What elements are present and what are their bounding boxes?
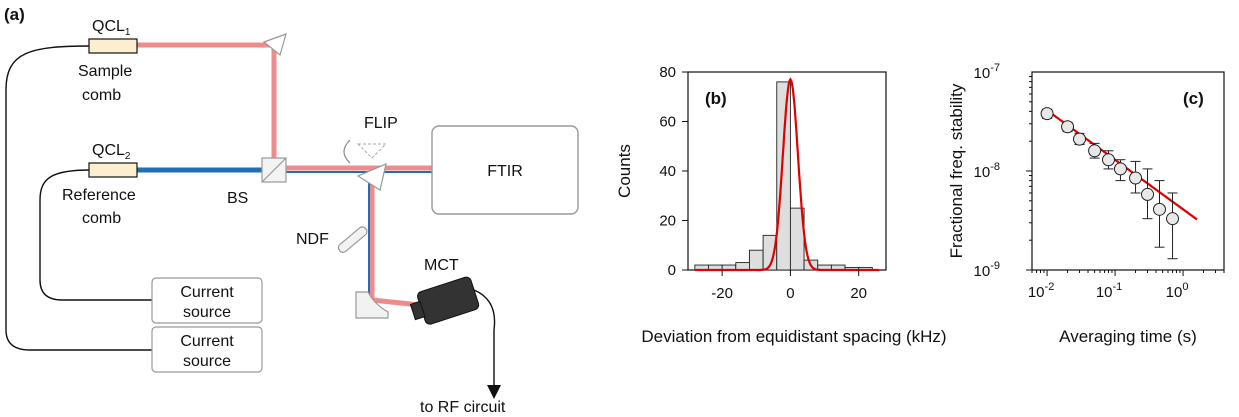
setup-diagram: (a) QCL1 Sample comb QCL2 Reference comb… [4, 5, 579, 416]
data-point [1040, 107, 1054, 121]
qcl2-label: QCL2 [92, 142, 131, 162]
cable-qcl2 [39, 169, 152, 301]
ndf-filter [337, 226, 368, 253]
current-source-1 [151, 277, 263, 324]
flip-arrow [343, 139, 351, 164]
mct-label: MCT [424, 257, 459, 274]
mct-detector [409, 276, 480, 325]
data-point [1061, 120, 1075, 134]
histogram-bar [748, 249, 764, 271]
data-point [1141, 187, 1155, 201]
x-tick-label: 0 [786, 285, 794, 302]
ndf-label: NDF [296, 231, 329, 248]
data-point [1113, 162, 1127, 176]
qcl1-chip [88, 38, 138, 54]
flip-mirror [356, 162, 387, 191]
y-tick-label: 20 [659, 213, 676, 230]
parabolic-mirror [355, 291, 389, 319]
x-tick-label: 10-2 [1028, 281, 1054, 301]
data-point [1152, 202, 1166, 216]
qcl2-chip [88, 162, 138, 178]
sample-beam [136, 42, 277, 170]
rf-label: to RF circuit [420, 399, 506, 416]
data-point [1166, 212, 1180, 226]
chart-c-ticks: 10-2 10-1 100 10-9 10-8 10-7 [974, 62, 1225, 301]
histogram-bars [694, 81, 873, 271]
x-tick-label: -20 [711, 285, 733, 302]
y-tick-label: 10-8 [974, 161, 1000, 181]
bs-label: BS [227, 190, 248, 207]
cable-qcl1 [5, 45, 152, 351]
qcl2-caption-1: Reference [62, 187, 136, 204]
y-tick-label: 60 [659, 114, 676, 131]
panel-label-a: (a) [4, 5, 25, 24]
current-source-1-line1: Current [180, 284, 234, 301]
histogram-bar [776, 81, 791, 271]
x-tick-label: 20 [850, 285, 867, 302]
gaussian-fit-line [694, 77, 880, 272]
histogram-chart: -20 0 20 0 20 40 60 80 (b) Counts Deviation fro… [615, 64, 947, 346]
histogram-bar [735, 262, 750, 271]
current-source-2 [151, 326, 263, 373]
qcl1-caption-1: Sample [78, 63, 132, 80]
rf-cable [473, 289, 501, 399]
panel-label-b: (b) [705, 89, 727, 108]
y-tick-label: 0 [668, 262, 676, 279]
chart-b-ylabel: Counts [615, 144, 634, 198]
data-point [1088, 144, 1102, 158]
data-point [1073, 132, 1087, 146]
y-tick-label: 80 [659, 64, 676, 81]
ftir-box [431, 125, 579, 215]
data-point [1129, 171, 1143, 185]
qcl1-label: QCL1 [92, 18, 131, 38]
qcl1-caption-2: comb [82, 87, 121, 104]
chart-c-xlabel: Averaging time (s) [1059, 327, 1197, 346]
x-tick-label: 10-1 [1096, 281, 1122, 301]
stability-chart: 10-2 10-1 100 10-9 10-8 10-7 (c) Fractional f… [947, 62, 1225, 346]
stability-points [1040, 107, 1180, 260]
panel-label-c: (c) [1183, 89, 1204, 108]
current-source-2-line2: source [183, 353, 231, 370]
mirror-top [262, 33, 287, 57]
current-source-2-line1: Current [180, 333, 234, 350]
ftir-label: FTIR [487, 163, 523, 180]
y-tick-label: 40 [659, 163, 676, 180]
chart-b-xlabel: Deviation from equidistant spacing (kHz) [641, 327, 946, 346]
flip-label: FLIP [364, 115, 398, 132]
y-tick-label: 10-7 [974, 62, 1000, 82]
chart-c-ylabel: Fractional freq. stability [947, 83, 966, 258]
qcl2-caption-2: comb [82, 210, 121, 227]
data-point [1101, 153, 1115, 167]
current-source-1-line2: source [183, 304, 231, 321]
chart-b-ticks: -20 0 20 0 20 40 60 80 [659, 64, 867, 302]
flip-mirror-ghost [356, 143, 388, 159]
x-tick-label: 100 [1166, 281, 1189, 301]
y-tick-label: 10-9 [974, 260, 1000, 280]
